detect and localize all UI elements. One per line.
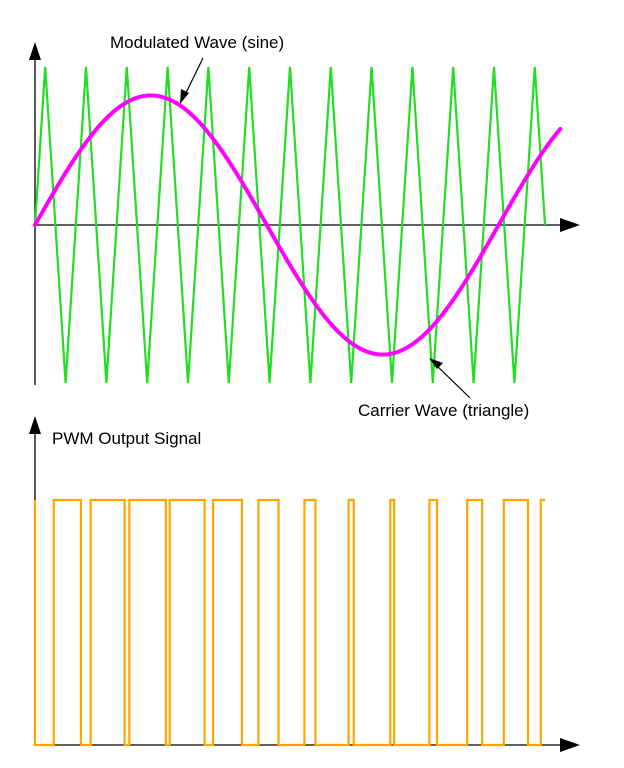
- pwm-output-label: PWM Output Signal: [52, 429, 201, 448]
- top-x-axis-arrow-icon: [560, 218, 580, 232]
- top-plot: [33, 66, 563, 384]
- carrier-wave-label: Carrier Wave (triangle): [358, 401, 529, 420]
- pwm-output-line: [33, 498, 545, 747]
- modulated-wave-label: Modulated Wave (sine): [110, 33, 284, 52]
- modulated-pointer-arrow-icon: [180, 89, 189, 104]
- bottom-x-axis-arrow-icon: [560, 738, 580, 752]
- bottom-y-axis-arrow-icon: [29, 416, 41, 434]
- carrier-pointer-arrow-icon: [429, 358, 443, 369]
- modulated-wave-line: [33, 93, 563, 357]
- top-y-axis-arrow-icon: [29, 42, 41, 60]
- carrier-wave-pointer: [432, 361, 471, 399]
- top-axes: [29, 42, 580, 385]
- carrier-wave-line: [33, 66, 547, 384]
